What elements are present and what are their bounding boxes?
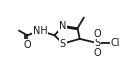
Text: O: O xyxy=(94,29,101,39)
Text: O: O xyxy=(94,48,101,58)
Text: NH: NH xyxy=(33,26,47,36)
Text: S: S xyxy=(94,38,100,48)
Text: Cl: Cl xyxy=(110,38,120,48)
Text: O: O xyxy=(23,40,31,50)
Text: N: N xyxy=(59,21,67,31)
Text: S: S xyxy=(60,39,66,49)
